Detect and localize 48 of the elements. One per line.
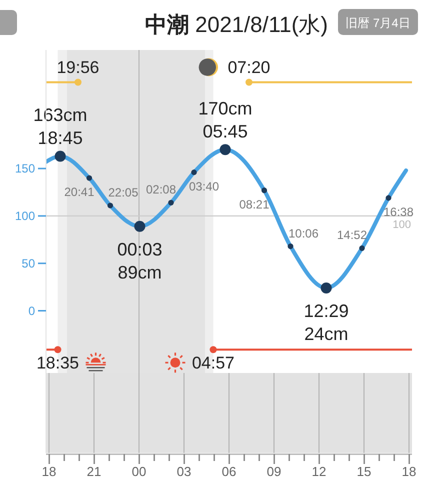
point: [54, 346, 62, 354]
annotation: 18:35: [36, 354, 80, 373]
point: [134, 220, 146, 232]
chart-title: 中潮 2021/8/11(水): [144, 12, 328, 37]
annotation: 170cm 05:45: [198, 98, 252, 142]
point: [54, 150, 66, 162]
point: [168, 200, 174, 206]
point: [288, 243, 294, 250]
annotation: 22:05: [108, 186, 139, 200]
annotation: 14:52: [336, 228, 368, 242]
annotation: 08:21: [239, 197, 270, 212]
y-tick-label: 100: [14, 209, 36, 224]
point: [246, 78, 252, 86]
x-tick-label: 09: [266, 464, 282, 479]
point: [261, 188, 268, 194]
point: [210, 346, 217, 354]
annotation: 02:08: [146, 182, 176, 197]
annotation: 00:03 89cm: [117, 239, 162, 282]
x-tick-label: 18: [42, 464, 56, 479]
annotation: 07:20: [228, 58, 270, 78]
x-tick-label: 00: [132, 464, 146, 479]
x-tick-label: 06: [222, 464, 236, 479]
annotation: 12:29 24cm: [304, 301, 349, 344]
point: [107, 202, 114, 208]
annotation: 03:40: [188, 179, 220, 194]
annotation: 163cm 18:45: [33, 105, 88, 148]
point: [86, 175, 92, 181]
ref-line-label: 100: [392, 218, 411, 231]
annotation: 04:57: [192, 354, 235, 373]
annotation: 10:06: [288, 226, 319, 240]
point: [386, 195, 392, 201]
y-tick-label: 0: [28, 304, 36, 318]
x-tick-label: 21: [86, 464, 102, 479]
x-tick-label: 12: [312, 464, 326, 479]
y-tick-label: 50: [22, 256, 36, 271]
x-tick-label: 03: [176, 464, 192, 479]
annotation: 19:56: [56, 58, 100, 78]
point: [220, 144, 231, 156]
chart-subtitle: 旧暦 7月4日: [346, 16, 410, 30]
point: [74, 78, 82, 86]
y-tick-label: 150: [14, 162, 36, 176]
annotation: 20:41: [64, 185, 95, 200]
x-tick-label: 18: [402, 464, 416, 479]
x-tick-label: 15: [356, 464, 372, 479]
point: [191, 170, 197, 176]
annotation: 16:38: [383, 204, 414, 219]
point: [359, 245, 365, 251]
point: [320, 282, 332, 294]
